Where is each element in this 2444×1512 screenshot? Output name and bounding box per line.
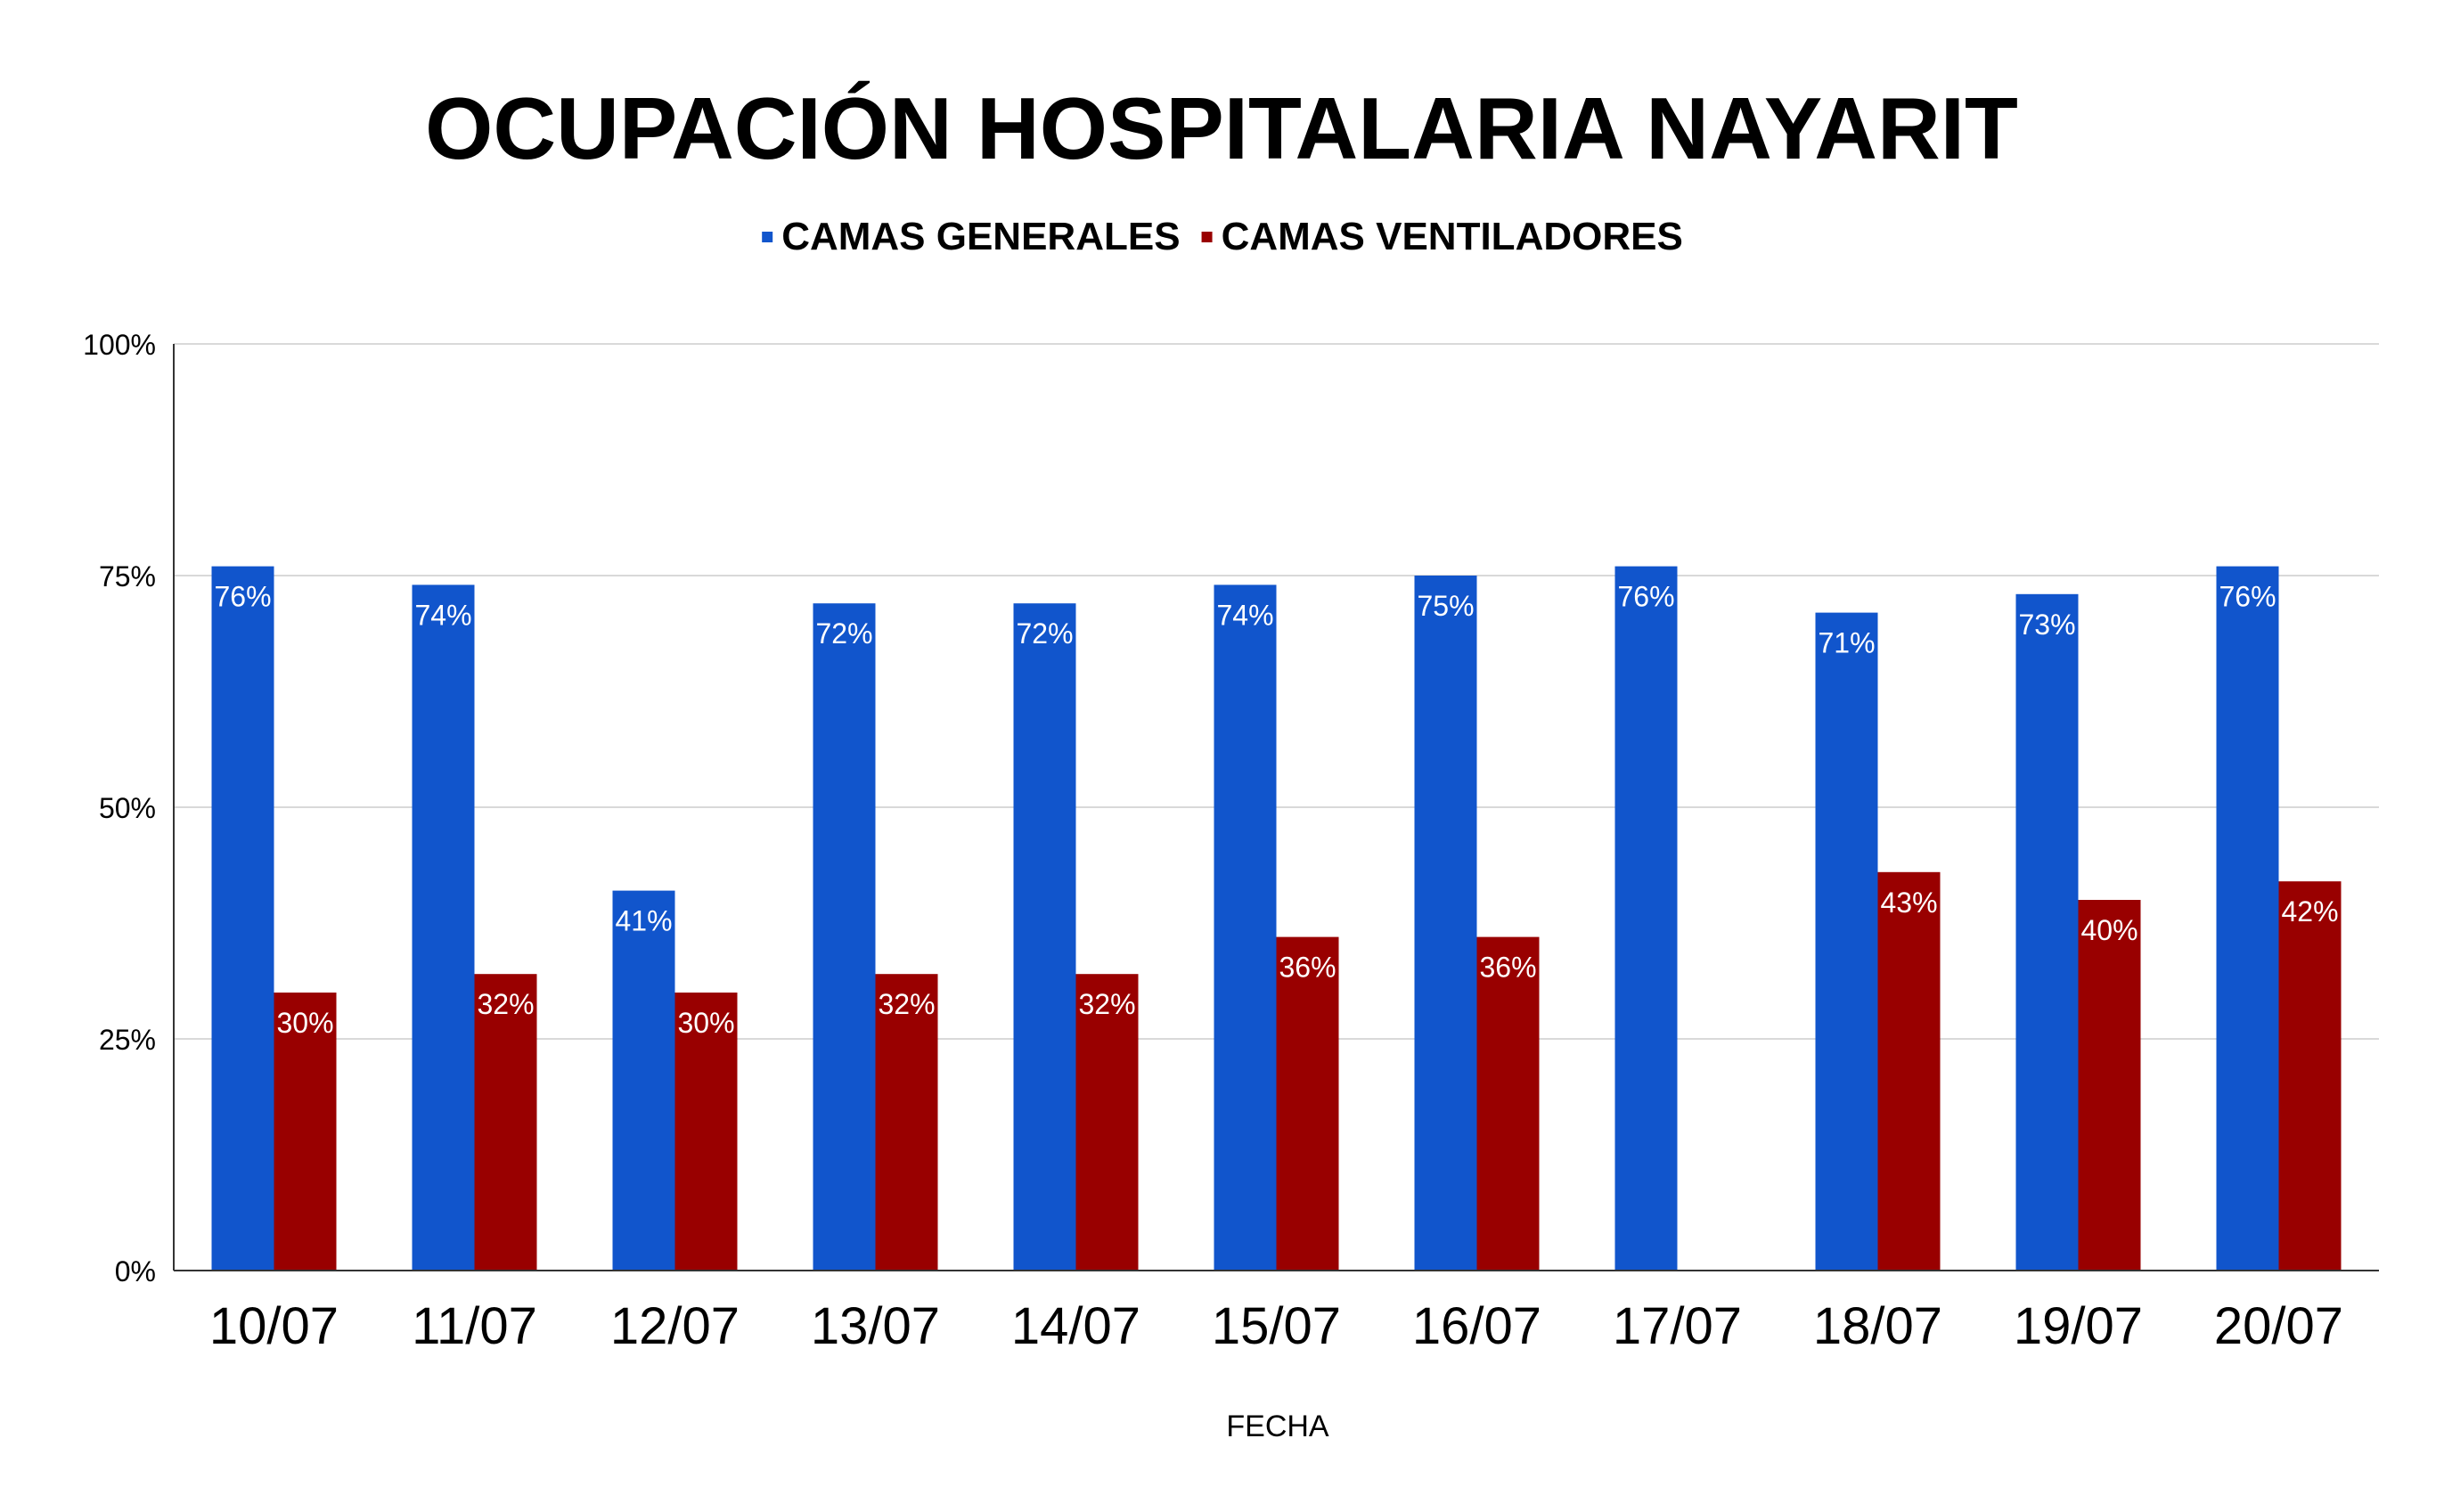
bar-camas-ventiladores [1476,936,1540,1271]
x-tick-label: 14/07 [1011,1297,1140,1355]
data-label: 41% [615,905,672,937]
bar-camas-ventiladores [274,993,337,1271]
bar-labels: 76% 30% 74% 32% 41% 30% 72% 32% 72% 32% 74% 36% 75% 3… [214,581,2338,1039]
legend: CAMAS GENERALES CAMAS VENTILADORES [762,215,1683,258]
data-label: 30% [276,1007,333,1039]
bar-camas-generales [2216,566,2279,1271]
legend-swatch [762,232,773,242]
bar-camas-ventiladores [2078,900,2141,1271]
x-tick-label: 15/07 [1212,1297,1341,1355]
bar-camas-generales [2015,593,2079,1271]
x-tick-label: 17/07 [1613,1297,1742,1355]
x-tick-label: 16/07 [1412,1297,1541,1355]
bar-camas-ventiladores [2278,881,2342,1271]
data-label: 73% [2018,609,2075,641]
data-label: 40% [2080,914,2137,946]
bar-camas-generales [1614,566,1678,1271]
bar-camas-ventiladores [674,993,738,1271]
bars [211,566,2342,1271]
x-tick-label: 10/07 [209,1297,339,1355]
data-label: 74% [414,599,471,631]
data-label: 42% [2281,895,2338,928]
bar-camas-generales [211,566,274,1271]
bar-camas-generales [1414,576,1477,1271]
data-label: 36% [1279,952,1336,984]
bar-camas-generales [412,584,475,1271]
x-tick-label: 11/07 [412,1297,537,1355]
data-label: 72% [815,617,872,650]
bar-camas-ventiladores [875,974,938,1271]
bar-camas-ventiladores [1877,871,1941,1271]
bar-camas-ventiladores [1075,974,1139,1271]
x-tick-label: 20/07 [2214,1297,2343,1355]
bar-camas-generales [1815,612,1878,1271]
y-tick-label: 50% [99,792,156,824]
x-tick-label: 12/07 [610,1297,740,1355]
legend-swatch [1201,232,1213,242]
data-label: 76% [2219,581,2276,613]
y-tick-label: 25% [99,1024,156,1056]
data-label: 71% [1818,627,1875,659]
y-tick-label: 75% [99,560,156,593]
bar-camas-ventiladores [474,974,537,1271]
bar-camas-generales [1214,584,1277,1271]
y-axis-ticks: 0% 25% 50% 75% 100% [83,329,156,1287]
y-tick-label: 0% [115,1255,156,1287]
data-label: 72% [1016,617,1073,650]
bar-camas-generales [813,603,876,1271]
data-label: 75% [1417,590,1474,622]
chart-title: OCUPACIÓN HOSPITALARIA NAYARIT [425,79,2018,177]
data-label: 32% [878,988,935,1020]
data-label: 30% [677,1007,734,1039]
x-axis-ticks: 10/07 11/07 12/07 13/07 14/07 15/07 16/07 17/07… [209,1297,2343,1355]
data-label: 43% [1880,887,1937,919]
bar-camas-generales [612,890,675,1271]
data-label: 76% [1617,581,1674,613]
x-tick-label: 19/07 [2014,1297,2143,1355]
x-axis-label: FECHA [1226,1410,1329,1443]
bar-camas-generales [1013,603,1076,1271]
legend-label: CAMAS VENTILADORES [1222,215,1683,258]
data-label: 76% [214,581,271,613]
y-tick-label: 100% [83,329,156,361]
data-label: 32% [1078,988,1135,1020]
data-label: 32% [477,988,534,1020]
x-tick-label: 13/07 [811,1297,940,1355]
bar-camas-ventiladores [1276,936,1339,1271]
x-tick-label: 18/07 [1813,1297,1942,1355]
legend-label: CAMAS GENERALES [781,215,1180,258]
data-label: 36% [1479,952,1536,984]
data-label: 74% [1216,599,1273,631]
